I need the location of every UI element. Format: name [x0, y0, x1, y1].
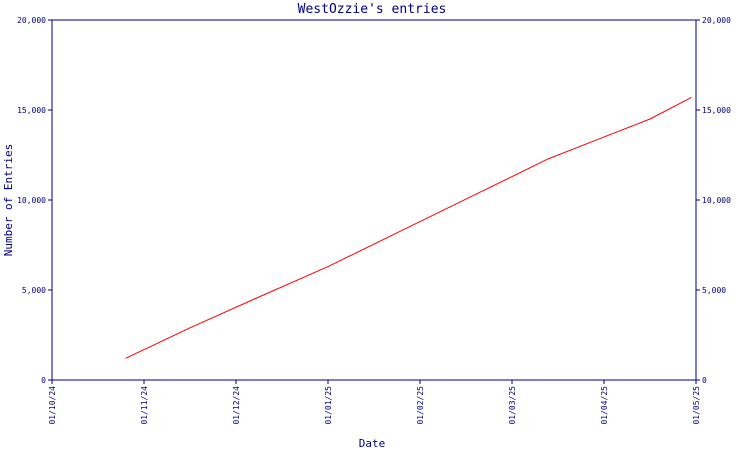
y-tick-label-right: 0: [702, 376, 707, 385]
y-tick-label-left: 20,000: [17, 16, 46, 25]
series-line: [125, 96, 692, 359]
y-tick-label-left: 0: [41, 376, 46, 385]
y-tick-label-right: 10,000: [702, 196, 731, 205]
x-tick-label: 01/12/24: [232, 386, 241, 425]
x-tick-label: 01/11/24: [140, 386, 149, 425]
x-tick-label: 01/05/25: [692, 386, 701, 425]
y-ticks: 0 0 5,000 5,000 10,000 10,000 15,000 15,000 20,0…: [17, 16, 731, 385]
y-axis-label: Number of Entries: [2, 144, 15, 257]
y-tick-label-left: 5,000: [22, 286, 46, 295]
x-tick-label: 01/01/25: [324, 386, 333, 425]
x-tick-label: 01/10/24: [48, 386, 57, 425]
y-tick-label-left: 10,000: [17, 196, 46, 205]
x-ticks: 01/10/24 01/11/24 01/12/24 01/01/25 01/02/25…: [48, 380, 701, 425]
series-layer: [125, 96, 692, 359]
x-tick-label: 01/02/25: [416, 386, 425, 425]
x-tick-label: 01/04/25: [600, 386, 609, 425]
chart-title: WestOzzie's entries: [298, 2, 447, 17]
y-tick-label-right: 20,000: [702, 16, 731, 25]
y-tick-label-right: 5,000: [702, 286, 726, 295]
x-axis-label: Date: [359, 437, 386, 450]
y-tick-label-left: 15,000: [17, 106, 46, 115]
y-tick-label-right: 15,000: [702, 106, 731, 115]
axes: [51, 19, 697, 381]
x-tick-label: 01/03/25: [508, 386, 517, 425]
